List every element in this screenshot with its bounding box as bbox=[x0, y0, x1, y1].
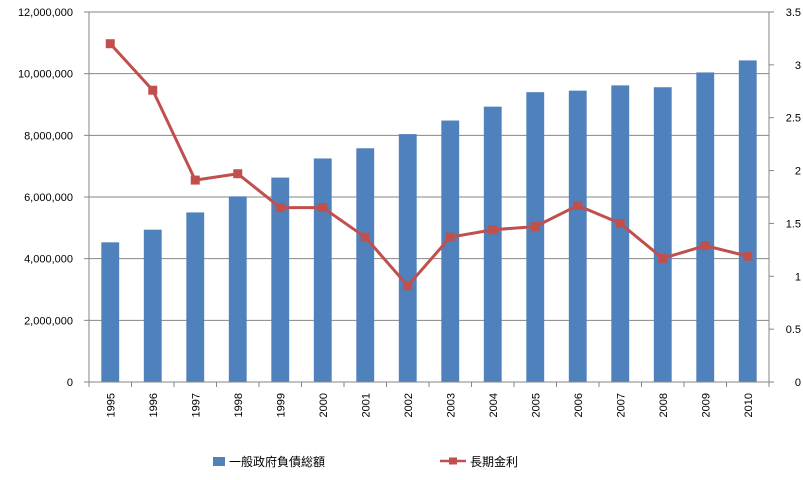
bar-series bbox=[101, 60, 757, 383]
bar bbox=[526, 92, 545, 383]
line-marker bbox=[700, 241, 710, 251]
right-tick-label: 1.5 bbox=[786, 218, 801, 230]
line-marker bbox=[105, 39, 115, 49]
line-marker bbox=[488, 225, 498, 235]
bar bbox=[398, 134, 417, 382]
bar bbox=[653, 87, 672, 382]
line-marker bbox=[658, 253, 668, 263]
x-tick-label: 1998 bbox=[233, 393, 245, 417]
right-tick-label: 2.5 bbox=[786, 113, 801, 125]
right-tick-label: 1 bbox=[795, 271, 801, 283]
line-marker bbox=[530, 222, 540, 232]
axes bbox=[84, 11, 774, 387]
x-tick-label: 1997 bbox=[190, 393, 202, 417]
bar bbox=[696, 72, 715, 382]
left-tick-label: 8,000,000 bbox=[24, 130, 73, 142]
bar bbox=[568, 90, 587, 382]
x-tick-label: 2001 bbox=[360, 393, 372, 417]
right-tick-label: 3 bbox=[795, 60, 801, 72]
x-tick-label: 2010 bbox=[743, 393, 755, 417]
line-marker bbox=[318, 203, 328, 213]
left-tick-label: 0 bbox=[67, 377, 73, 389]
x-tick-label: 2002 bbox=[403, 393, 415, 417]
bar bbox=[186, 212, 205, 382]
x-tick-label: 2007 bbox=[615, 393, 627, 417]
legend-bar-label: 一般政府負債総額 bbox=[229, 454, 325, 469]
line-path bbox=[109, 42, 749, 288]
x-tick-label: 1995 bbox=[105, 393, 117, 417]
legend-line-label: 長期金利 bbox=[470, 454, 518, 469]
x-axis-tick-labels: 1995 1996 1997 1998 1999 2000 2001 2002 2003 2004… bbox=[105, 393, 755, 417]
right-tick-label: 3.5 bbox=[786, 7, 801, 19]
x-tick-label: 2004 bbox=[488, 393, 500, 417]
line-marker bbox=[148, 85, 158, 95]
legend-bar-swatch bbox=[213, 457, 225, 466]
bar bbox=[483, 106, 502, 383]
x-tick-label: 1996 bbox=[148, 393, 160, 417]
left-tick-label: 6,000,000 bbox=[24, 192, 73, 204]
line-marker bbox=[190, 175, 200, 185]
left-tick-label: 12,000,000 bbox=[18, 7, 73, 19]
line-marker bbox=[743, 251, 753, 261]
right-axis-tick-labels: 0 0.5 1 1.5 2 2.5 3 3.5 bbox=[786, 7, 801, 389]
bar bbox=[101, 242, 120, 382]
bar bbox=[738, 60, 757, 383]
bar bbox=[271, 177, 290, 382]
bar bbox=[611, 85, 630, 382]
left-axis-tick-labels: 0 2,000,000 4,000,000 6,000,000 8,000,000 10,… bbox=[18, 7, 73, 389]
x-tick-label: 2006 bbox=[573, 393, 585, 417]
bar bbox=[313, 158, 332, 382]
bar bbox=[441, 120, 460, 383]
left-tick-label: 4,000,000 bbox=[24, 254, 73, 266]
line-marker bbox=[275, 203, 285, 213]
line-marker bbox=[360, 232, 370, 242]
line-series bbox=[105, 39, 753, 291]
x-tick-label: 2009 bbox=[700, 393, 712, 417]
line-marker bbox=[403, 281, 413, 291]
x-tick-label: 2005 bbox=[530, 393, 542, 417]
x-tick-label: 2000 bbox=[318, 393, 330, 417]
x-tick-label: 2003 bbox=[445, 393, 457, 417]
right-tick-label: 0 bbox=[795, 377, 801, 389]
line-marker bbox=[445, 232, 455, 242]
right-tick-label: 2 bbox=[795, 166, 801, 178]
bar bbox=[356, 148, 375, 382]
line-marker bbox=[233, 169, 243, 179]
legend: 一般政府負債総額 長期金利 bbox=[213, 454, 518, 469]
right-tick-label: 0.5 bbox=[786, 324, 801, 336]
x-tick-label: 2008 bbox=[658, 393, 670, 417]
bar bbox=[228, 196, 247, 382]
bar bbox=[143, 229, 162, 382]
x-tick-label: 1999 bbox=[275, 393, 287, 417]
line-marker bbox=[573, 200, 583, 210]
legend-line-marker bbox=[449, 457, 457, 465]
left-tick-label: 10,000,000 bbox=[18, 69, 73, 81]
left-tick-label: 2,000,000 bbox=[24, 315, 73, 327]
line-marker bbox=[615, 218, 625, 228]
